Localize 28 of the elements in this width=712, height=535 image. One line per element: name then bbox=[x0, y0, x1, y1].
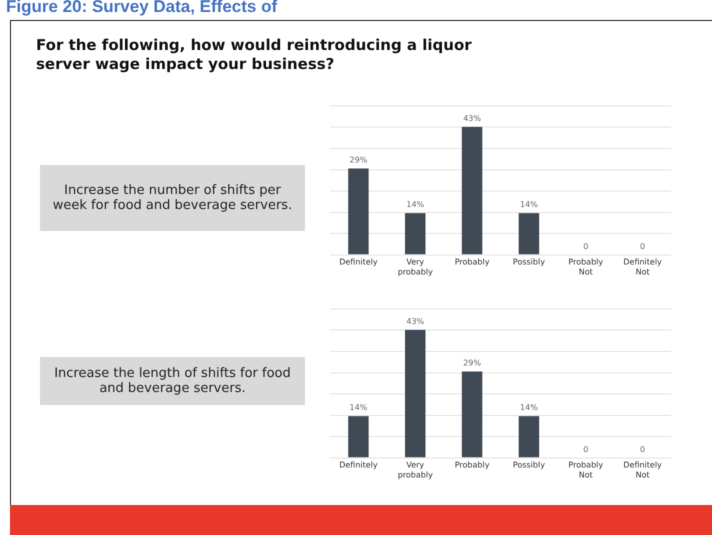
data-label: 29% bbox=[463, 358, 482, 368]
x-tick-label: Probably Not bbox=[568, 460, 604, 480]
x-tick-label: Very probably bbox=[398, 460, 434, 480]
text: Increase the length of shifts for food and beverage servers. bbox=[40, 357, 305, 405]
x-tick-label: Probably Not bbox=[568, 258, 604, 276]
x-tick-label: Definitely bbox=[339, 460, 378, 470]
data-label: 14% bbox=[350, 403, 368, 412]
text: Increase the number of shifts per week for food and beverage servers. bbox=[40, 165, 305, 231]
data-label: 0 bbox=[640, 242, 646, 251]
x-tick-label: Very probably bbox=[398, 258, 434, 276]
x-tick-label: Probably bbox=[454, 258, 490, 267]
data-label: 43% bbox=[406, 316, 425, 326]
data-label: 0 bbox=[640, 444, 646, 454]
data-label: 0 bbox=[583, 242, 588, 251]
x-tick-label: Possibly bbox=[512, 460, 546, 470]
data-label: 14% bbox=[406, 200, 425, 210]
data-label: 43% bbox=[463, 114, 482, 123]
data-label: 29% bbox=[350, 156, 368, 165]
data-label: 0 bbox=[583, 444, 588, 454]
x-tick-label: Probably bbox=[454, 460, 490, 470]
text: Figure 20: Survey Data, Effects of bbox=[6, 0, 278, 17]
data-label: 14% bbox=[520, 200, 538, 210]
chart-subtitle: For the following, how would reintroducing a liquor server wage impact your business? bbox=[36, 36, 473, 74]
x-tick-label: Possibly bbox=[512, 258, 546, 267]
x-tick-label: Definitely bbox=[339, 258, 378, 267]
x-tick-label: Definitely Not bbox=[623, 460, 662, 480]
x-tick-label: Definitely Not bbox=[623, 258, 662, 276]
data-label: 14% bbox=[520, 403, 538, 412]
